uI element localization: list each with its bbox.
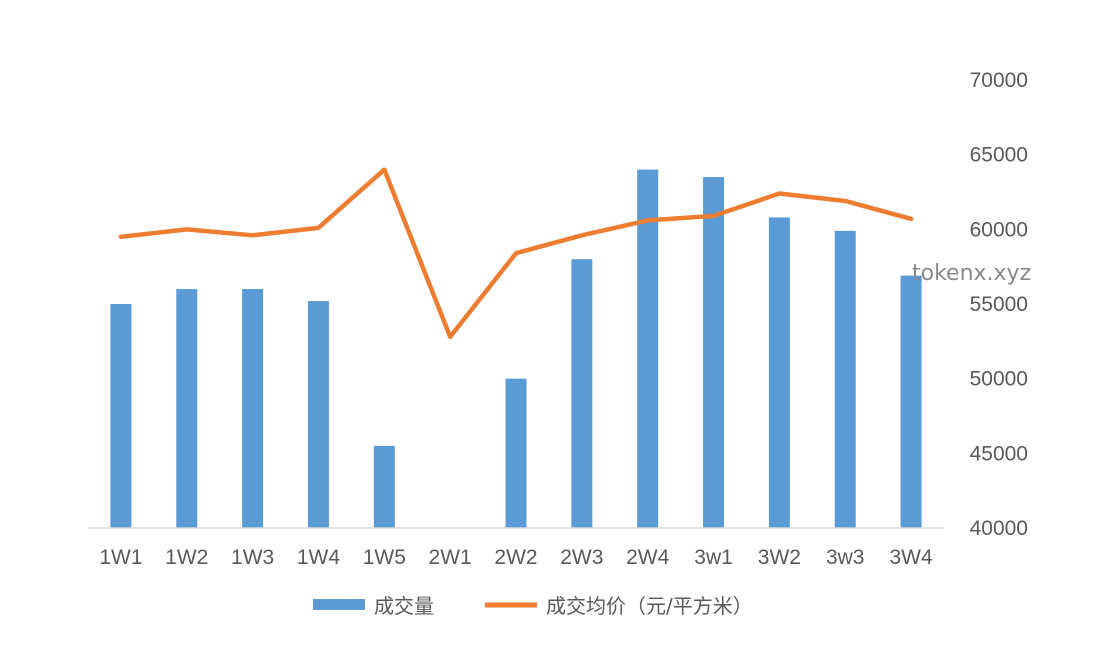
x-tick-label: 1W5	[363, 546, 406, 569]
bar-3W4	[900, 275, 922, 528]
x-tick-label: 3W4	[889, 546, 933, 569]
bar-1W3	[242, 289, 264, 528]
y-tick-label: 55000	[970, 293, 1028, 316]
line-series-avg-price	[118, 167, 914, 340]
legend-label-volume: 成交量	[374, 594, 434, 618]
y-tick-label: 45000	[970, 442, 1028, 465]
x-axis-tick-labels: 1W1 1W2 1W3 1W4 1W5 2W1 2W2 2W3 2W4 3w1 3W2 3w3 3W4	[99, 546, 933, 569]
x-tick-label: 3w1	[694, 546, 733, 569]
bar-3W2	[768, 217, 790, 529]
bar-1W2	[176, 289, 198, 528]
x-tick-label: 1W3	[231, 546, 274, 569]
bar-3w1	[703, 177, 725, 529]
y-tick-label: 65000	[970, 144, 1028, 167]
bar-1W1	[110, 304, 132, 528]
bar-series-volume	[110, 169, 922, 529]
legend: 成交量 成交均价（元/平方米）	[313, 594, 753, 618]
x-tick-label: 2W2	[494, 546, 537, 569]
bar-3w3	[834, 230, 856, 528]
y-tick-label: 70000	[970, 69, 1028, 92]
bar-1W4	[307, 301, 329, 528]
bar-1W5	[373, 445, 395, 528]
y-tick-label: 50000	[970, 368, 1028, 391]
legend-label-price: 成交均价（元/平方米）	[546, 594, 753, 618]
bar-2W4	[637, 169, 659, 528]
x-tick-label: 2W4	[626, 546, 670, 569]
watermark: tokenx.xyz	[912, 261, 1031, 286]
x-tick-label: 1W2	[165, 546, 208, 569]
y-tick-label: 40000	[970, 517, 1028, 540]
x-tick-label: 1W4	[297, 546, 341, 569]
legend-swatch-volume	[313, 599, 365, 610]
right-axis-tick-labels: 70000 65000 60000 55000 50000 45000 40000	[970, 69, 1028, 540]
x-tick-label: 2W1	[429, 546, 472, 569]
bar-2W2	[505, 378, 527, 528]
x-tick-label: 3W2	[758, 546, 801, 569]
x-tick-label: 2W3	[560, 546, 603, 569]
y-tick-label: 60000	[970, 218, 1028, 241]
bar-2W3	[571, 259, 593, 528]
x-tick-label: 3w3	[826, 546, 865, 569]
x-tick-label: 1W1	[99, 546, 142, 569]
